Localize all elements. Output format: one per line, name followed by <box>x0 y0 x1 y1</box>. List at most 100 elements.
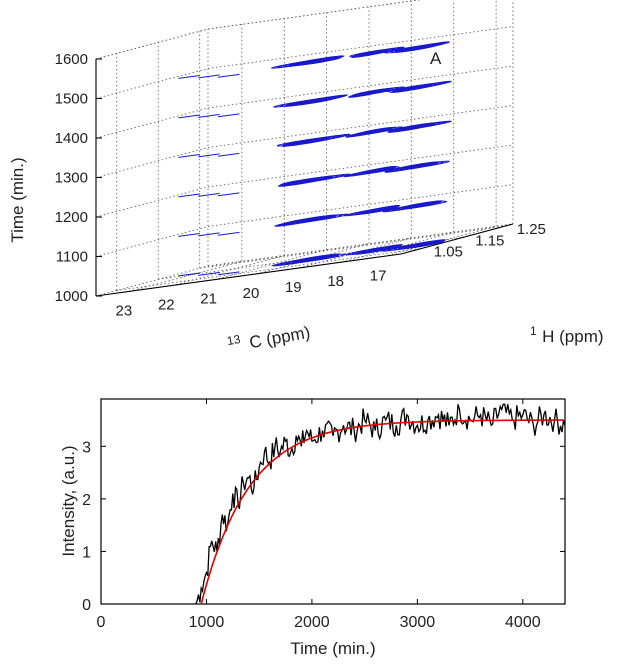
contour-line <box>384 41 451 54</box>
time-tick-label: 1100 <box>56 249 88 266</box>
carbon-tick-label: 17 <box>370 267 387 284</box>
contour-line <box>217 73 240 78</box>
grid-line <box>207 26 514 69</box>
time-tick-labels: 1000 1100 1200 1300 1400 1500 1600 <box>55 51 88 305</box>
peak-annotation: A <box>430 49 442 68</box>
contour-line <box>178 233 200 237</box>
plot-frame <box>100 398 566 605</box>
contour-plane <box>178 160 450 198</box>
contour-line <box>278 173 352 187</box>
contour-line <box>217 231 240 236</box>
carbon-tick-label: 19 <box>285 279 302 296</box>
grid-line <box>95 186 209 218</box>
contour-plane <box>178 200 448 237</box>
x-tick-label: 2000 <box>294 614 330 631</box>
series-fit-line <box>200 419 564 605</box>
grid-line <box>95 107 209 139</box>
axes-3d <box>95 58 514 297</box>
contour-line <box>217 113 240 118</box>
y-tick-label: 0 <box>82 597 91 614</box>
y-tick-label: 3 <box>82 439 91 456</box>
x-tick-label: 3000 <box>400 614 436 631</box>
contour-plane <box>178 239 446 277</box>
contour-line <box>386 80 453 93</box>
proton-tick-label: 1.25 <box>517 221 546 238</box>
contour-plane <box>178 120 452 158</box>
contour-line <box>198 271 220 276</box>
contour-line <box>271 253 346 267</box>
time-axis-label: Time (min.) <box>8 157 27 242</box>
contour-line <box>217 152 240 157</box>
x-tick-label: 4000 <box>505 614 541 631</box>
contour-line <box>217 271 240 276</box>
carbon-axis-label: 13 C (ppm) <box>226 318 312 356</box>
carbon-axis-line <box>95 253 402 297</box>
y-tick-label: 2 <box>82 492 91 509</box>
time-tick-label: 1600 <box>55 51 88 68</box>
contour-line <box>277 133 352 147</box>
contour-planes <box>178 41 453 277</box>
time-tick-label: 1200 <box>55 209 88 226</box>
time-tick-label: 1000 <box>55 288 88 305</box>
carbon-tick-label: 23 <box>116 302 133 319</box>
contour-line <box>178 154 200 158</box>
box-edge <box>207 0 422 30</box>
carbon-tick-labels: 23 22 21 20 19 18 17 <box>116 267 387 319</box>
proton-tick-label: 1.05 <box>434 243 463 260</box>
grid-line <box>95 265 209 297</box>
time-tick-label: 1300 <box>55 170 88 187</box>
contour-line <box>384 160 450 173</box>
carbon-axis-label-text: C (ppm) <box>248 323 312 352</box>
x-tick-label: 0 <box>97 614 106 631</box>
x-axis-label: Time (min.) <box>290 639 375 658</box>
contour-3d-plot: 1000 1100 1200 1300 1400 1500 1600 23 22 21 20 19 1… <box>8 0 604 356</box>
grid-line <box>207 184 514 227</box>
contour-plane <box>178 41 451 79</box>
contour-line <box>198 113 220 118</box>
contour-line <box>178 272 200 277</box>
contour-line <box>382 200 448 213</box>
time-tick-label: 1500 <box>55 91 88 108</box>
y-axis-label: Intensity, (a.u.) <box>59 445 78 556</box>
grid-line <box>207 144 514 188</box>
grid-line <box>172 255 285 286</box>
grid-line <box>214 249 327 281</box>
series-data-line <box>195 403 566 605</box>
carbon-tick-label: 22 <box>158 297 175 314</box>
intensity-time-plot: 0 1000 2000 3000 4000 0 1 2 3 Time (min.) Inten… <box>59 398 566 658</box>
contour-line <box>178 114 200 119</box>
proton-axis-label: 1 H (ppm) <box>530 322 604 346</box>
grid-line <box>199 225 505 269</box>
grid-line <box>383 225 497 257</box>
contour-line <box>382 239 446 252</box>
grid-line <box>95 226 209 257</box>
carbon-tick-label: 18 <box>327 273 344 290</box>
grid-line <box>256 243 370 275</box>
proton-axis-line <box>400 223 514 255</box>
contour-line <box>198 192 220 197</box>
contour-line <box>198 74 220 79</box>
contour-line <box>270 55 344 69</box>
time-tick-label: 1400 <box>55 130 88 147</box>
contour-line <box>217 192 240 197</box>
grid-line <box>207 0 422 30</box>
proton-tick-labels: 1.05 1.15 1.25 <box>434 221 546 260</box>
x-ticks: 0 1000 2000 3000 4000 <box>97 399 541 631</box>
x-tick-label: 1000 <box>189 614 225 631</box>
contour-line <box>272 94 349 108</box>
box-edge <box>95 28 209 60</box>
grid-line <box>207 105 514 148</box>
grid-line <box>95 68 209 99</box>
grid-line <box>299 237 412 269</box>
contour-line <box>343 204 401 217</box>
grid-line <box>95 147 209 178</box>
proton-axis-label-text: H (ppm) <box>542 327 603 346</box>
carbon-tick-label: 21 <box>200 291 217 308</box>
box-edge <box>207 223 514 267</box>
contour-line <box>198 153 220 158</box>
contour-plane <box>178 80 453 119</box>
grid-line <box>341 231 454 263</box>
proton-axis-label-sup: 1 <box>530 324 537 338</box>
